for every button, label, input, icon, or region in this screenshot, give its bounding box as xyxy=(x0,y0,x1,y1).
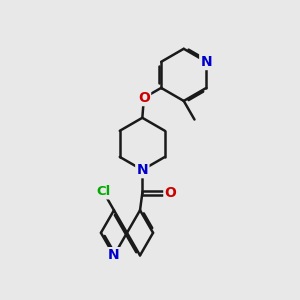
Text: N: N xyxy=(108,248,120,262)
Text: N: N xyxy=(136,163,148,177)
Text: O: O xyxy=(165,186,176,200)
Text: N: N xyxy=(200,55,212,69)
Text: O: O xyxy=(138,91,150,105)
Text: Cl: Cl xyxy=(96,185,110,198)
